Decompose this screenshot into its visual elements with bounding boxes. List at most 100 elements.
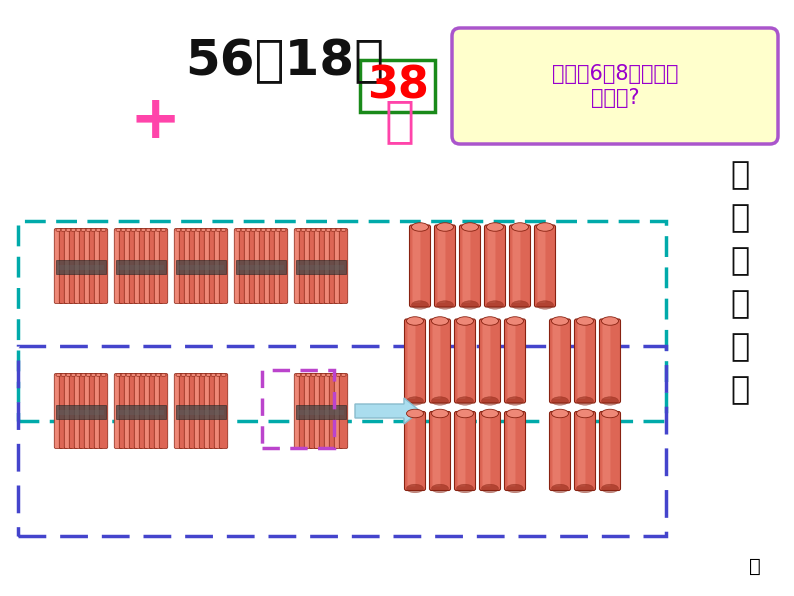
FancyBboxPatch shape: [410, 225, 430, 307]
FancyBboxPatch shape: [119, 228, 128, 303]
FancyBboxPatch shape: [179, 228, 187, 303]
Ellipse shape: [241, 228, 246, 231]
FancyBboxPatch shape: [160, 374, 168, 449]
FancyBboxPatch shape: [204, 228, 213, 303]
Ellipse shape: [186, 374, 191, 377]
FancyBboxPatch shape: [99, 228, 108, 303]
Ellipse shape: [101, 228, 106, 231]
Bar: [18, 221, 666, 421]
Text: 个: 个: [385, 97, 415, 145]
Ellipse shape: [552, 484, 569, 493]
Ellipse shape: [276, 228, 281, 231]
Ellipse shape: [437, 223, 453, 231]
FancyBboxPatch shape: [575, 411, 596, 491]
FancyBboxPatch shape: [553, 415, 561, 486]
FancyBboxPatch shape: [134, 374, 143, 449]
FancyBboxPatch shape: [538, 229, 545, 303]
Ellipse shape: [156, 374, 161, 377]
Text: 少: 少: [730, 290, 750, 321]
FancyBboxPatch shape: [219, 228, 228, 303]
FancyBboxPatch shape: [154, 374, 163, 449]
FancyBboxPatch shape: [124, 228, 133, 303]
Ellipse shape: [507, 409, 523, 418]
FancyBboxPatch shape: [154, 228, 163, 303]
FancyBboxPatch shape: [483, 415, 491, 486]
FancyBboxPatch shape: [134, 228, 143, 303]
Bar: [298, 410, 344, 415]
Bar: [296, 260, 346, 274]
Ellipse shape: [81, 374, 86, 377]
FancyBboxPatch shape: [195, 374, 202, 449]
FancyBboxPatch shape: [534, 225, 556, 307]
Ellipse shape: [552, 409, 569, 418]
FancyBboxPatch shape: [430, 319, 450, 403]
FancyBboxPatch shape: [480, 411, 500, 491]
Ellipse shape: [146, 374, 151, 377]
Ellipse shape: [431, 316, 449, 325]
Ellipse shape: [181, 228, 186, 231]
Bar: [178, 265, 224, 270]
Text: +: +: [129, 92, 180, 151]
FancyBboxPatch shape: [549, 411, 571, 491]
Ellipse shape: [487, 223, 503, 231]
FancyBboxPatch shape: [149, 228, 158, 303]
Bar: [176, 260, 226, 274]
FancyBboxPatch shape: [314, 228, 322, 303]
Ellipse shape: [211, 374, 216, 377]
Ellipse shape: [296, 374, 301, 377]
FancyBboxPatch shape: [549, 319, 571, 403]
FancyBboxPatch shape: [433, 323, 441, 399]
FancyBboxPatch shape: [299, 228, 308, 303]
FancyBboxPatch shape: [189, 374, 198, 449]
FancyBboxPatch shape: [129, 374, 137, 449]
Ellipse shape: [296, 228, 301, 231]
FancyBboxPatch shape: [64, 374, 73, 449]
FancyBboxPatch shape: [94, 374, 102, 449]
Text: 38: 38: [367, 64, 429, 107]
Ellipse shape: [407, 484, 423, 493]
Ellipse shape: [131, 228, 136, 231]
FancyBboxPatch shape: [454, 411, 476, 491]
Ellipse shape: [481, 316, 499, 325]
FancyBboxPatch shape: [304, 228, 313, 303]
Text: 56－18＝: 56－18＝: [186, 37, 384, 85]
Bar: [56, 405, 106, 419]
FancyBboxPatch shape: [84, 228, 93, 303]
FancyBboxPatch shape: [599, 319, 620, 403]
FancyBboxPatch shape: [239, 228, 248, 303]
FancyBboxPatch shape: [139, 374, 148, 449]
Ellipse shape: [437, 301, 453, 309]
FancyBboxPatch shape: [75, 228, 83, 303]
FancyBboxPatch shape: [324, 374, 333, 449]
Ellipse shape: [221, 374, 226, 377]
FancyBboxPatch shape: [330, 374, 337, 449]
Ellipse shape: [331, 374, 336, 377]
Ellipse shape: [201, 374, 206, 377]
Ellipse shape: [261, 228, 266, 231]
FancyBboxPatch shape: [79, 374, 88, 449]
Ellipse shape: [331, 228, 336, 231]
Ellipse shape: [411, 223, 429, 231]
Bar: [118, 265, 164, 270]
FancyBboxPatch shape: [249, 228, 258, 303]
Bar: [262, 370, 334, 448]
Ellipse shape: [216, 374, 221, 377]
Ellipse shape: [311, 374, 316, 377]
Ellipse shape: [61, 374, 66, 377]
FancyBboxPatch shape: [219, 374, 228, 449]
FancyBboxPatch shape: [269, 228, 278, 303]
Ellipse shape: [431, 484, 449, 493]
FancyBboxPatch shape: [149, 374, 158, 449]
FancyBboxPatch shape: [433, 415, 441, 486]
FancyBboxPatch shape: [114, 374, 123, 449]
Text: 剩: 剩: [730, 203, 750, 234]
Ellipse shape: [407, 409, 423, 418]
Ellipse shape: [176, 374, 181, 377]
FancyBboxPatch shape: [184, 228, 193, 303]
FancyBboxPatch shape: [274, 228, 283, 303]
Ellipse shape: [301, 228, 306, 231]
FancyBboxPatch shape: [484, 225, 506, 307]
Ellipse shape: [181, 374, 186, 377]
FancyBboxPatch shape: [264, 228, 273, 303]
FancyBboxPatch shape: [260, 228, 268, 303]
